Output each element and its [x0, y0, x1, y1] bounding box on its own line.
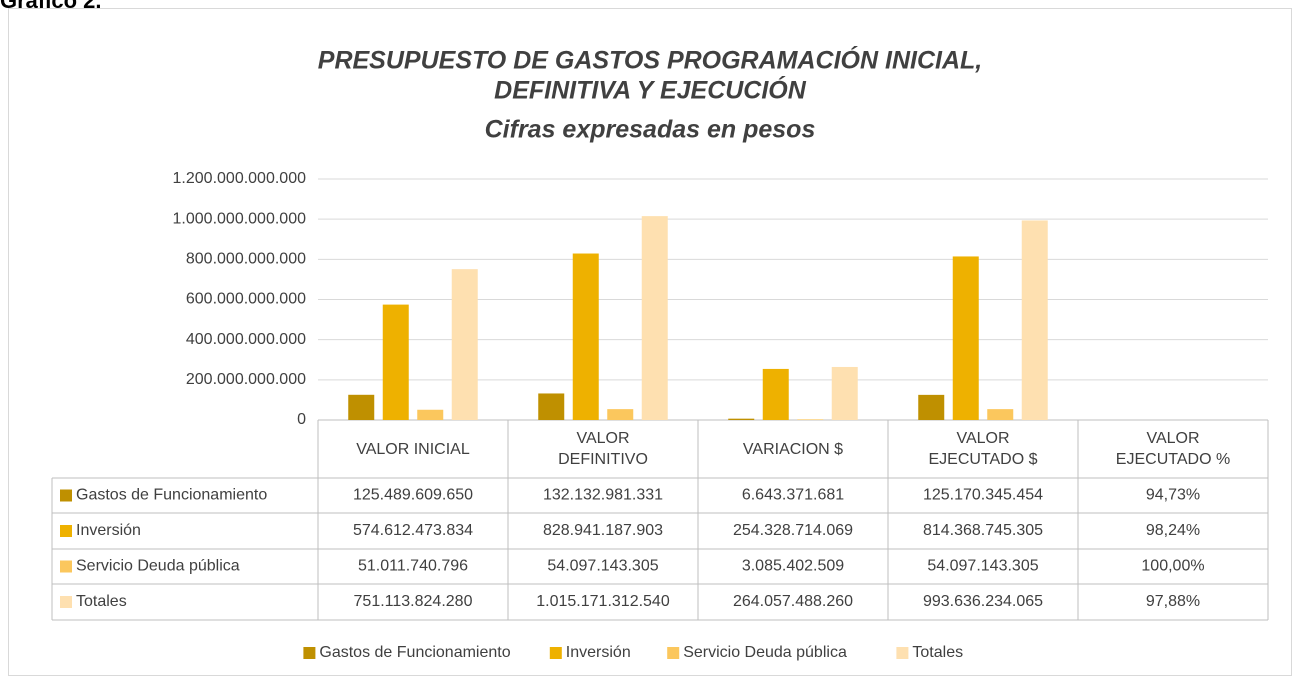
table-value: 54.097.143.305	[927, 558, 1038, 575]
table-value: 574.612.473.834	[353, 522, 473, 539]
category-cell: VALOR DEFINITIVO	[508, 420, 698, 478]
table-value: 814.368.745.305	[923, 522, 1043, 539]
x-tick-label: VALOR EJECUTADO $	[928, 430, 1038, 468]
legend-key	[60, 560, 72, 573]
bar	[382, 304, 409, 420]
legend-label: Servicio Deuda pública	[683, 644, 847, 661]
chart-subtitle: Cifras expresadas en pesos	[485, 116, 816, 144]
page-label: Gráfico 2.	[0, 0, 101, 13]
bar	[641, 216, 668, 420]
chart-frame	[8, 8, 1292, 676]
table-value: 828.941.187.903	[543, 522, 663, 539]
table-value: 98,24%	[1146, 522, 1200, 539]
bar	[762, 368, 789, 420]
legend-key	[60, 525, 72, 537]
table-value: 264.057.488.260	[733, 593, 853, 610]
category-cell: VALOR INICIAL	[318, 420, 508, 478]
bar	[538, 393, 565, 420]
table-value: 51.011.740.796	[358, 558, 468, 575]
table-value: 125.170.345.454	[923, 487, 1043, 504]
y-tick-label: 400.000.000.000	[186, 331, 306, 348]
category-cell: VARIACION $	[698, 420, 888, 478]
legend-key	[896, 647, 909, 659]
legend-key	[303, 647, 316, 659]
legend-key	[549, 647, 562, 659]
y-tick-label: 1.200.000.000.000	[173, 170, 307, 187]
bar	[607, 409, 634, 420]
category-cell: VALOR EJECUTADO %	[1078, 420, 1268, 478]
x-tick-label: VALOR DEFINITIVO	[558, 430, 648, 468]
y-tick-label: 800.000.000.000	[186, 251, 306, 268]
x-tick-label: VARIACION $	[742, 440, 844, 458]
row-label: Servicio Deuda pública	[76, 558, 240, 575]
table-value: 125.489.609.650	[353, 487, 473, 504]
chart-title: PRESUPUESTO DE GASTOS PROGRAMACIÓN INICI…	[318, 46, 982, 75]
row-label: Totales	[76, 593, 127, 610]
category-cell: VALOR EJECUTADO $	[888, 420, 1078, 478]
legend-label: Inversión	[566, 644, 631, 661]
table-value: 751.113.824.280	[354, 593, 473, 610]
legend-key	[60, 596, 72, 608]
x-tick-label: VALOR INICIAL	[356, 440, 470, 458]
y-tick-label: 600.000.000.000	[186, 291, 306, 308]
legend-label: Gastos de Funcionamiento	[319, 644, 510, 661]
row-label: Inversión	[76, 522, 141, 539]
bar	[348, 394, 375, 420]
bar	[987, 409, 1014, 420]
table-value: 132.132.981.331	[543, 487, 663, 504]
table-value: 3.085.402.509	[742, 558, 844, 575]
table-value: 100,00%	[1141, 558, 1204, 575]
bar	[572, 253, 599, 420]
chart-title: DEFINITIVA Y EJECUCIÓN	[494, 76, 807, 105]
x-tick-label: VALOR EJECUTADO %	[1115, 430, 1231, 468]
bar	[918, 394, 945, 420]
bar	[952, 256, 979, 420]
table-value: 254.328.714.069	[733, 522, 853, 539]
table-value: 97,88%	[1146, 593, 1200, 610]
legend-key	[60, 489, 72, 502]
bar	[728, 418, 755, 420]
bar	[831, 366, 858, 420]
bar	[797, 419, 824, 420]
y-tick-label: 1.000.000.000.000	[173, 210, 307, 227]
table-value: 94,73%	[1146, 487, 1200, 504]
bar	[451, 269, 478, 420]
legend-key	[667, 647, 680, 659]
bar	[1021, 220, 1048, 420]
table-value: 54.097.143.305	[547, 558, 658, 575]
y-tick-label: 200.000.000.000	[186, 371, 306, 388]
table-value: 1.015.171.312.540	[536, 593, 670, 610]
row-label: Gastos de Funcionamiento	[76, 487, 267, 504]
table-value: 993.636.234.065	[923, 593, 1043, 610]
table-value: 6.643.371.681	[742, 487, 844, 504]
legend-label: Totales	[912, 644, 963, 661]
bar	[417, 409, 444, 420]
y-tick-label: 0	[297, 411, 306, 428]
